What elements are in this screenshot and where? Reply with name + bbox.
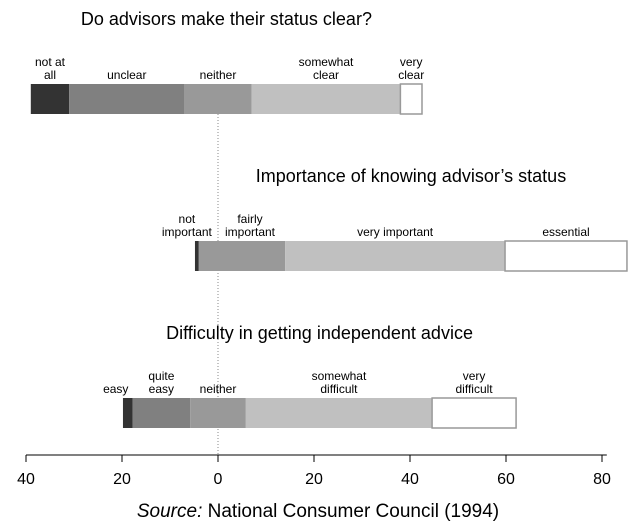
bar-segment (504, 240, 628, 272)
bar-segment (69, 84, 185, 114)
segment-label: neither (200, 68, 237, 82)
segment-label-line: easy (103, 382, 128, 396)
x-tick-label: 80 (593, 471, 611, 488)
bar-segment (251, 84, 401, 114)
segment-label-line: very important (357, 225, 434, 239)
segment-label-line: neither (200, 382, 237, 396)
segment-label-line: easy (149, 382, 174, 396)
segment-label-line: quite (148, 369, 174, 383)
x-tick-label: 20 (305, 471, 323, 488)
segment-label-line: essential (542, 225, 589, 239)
segment-label-line: difficult (456, 382, 494, 396)
segment-label-line: very (463, 369, 486, 383)
segment-label-line: not at (35, 55, 66, 69)
bar-segment (194, 241, 199, 271)
bar-segment (245, 398, 433, 428)
bar-segment (184, 84, 252, 114)
segment-label: very important (357, 225, 434, 239)
segment-label-line: clear (398, 68, 424, 82)
x-tick-label: 40 (401, 471, 419, 488)
bar-segment (30, 84, 70, 114)
segment-label-line: all (44, 68, 56, 82)
segment-label-line: fairly (237, 212, 262, 226)
x-tick-label: 20 (113, 471, 131, 488)
segment-label-line: unclear (107, 68, 146, 82)
segment-label-line: somewhat (299, 55, 354, 69)
segment-label-line: very (400, 55, 423, 69)
bar-segment (190, 398, 246, 428)
segment-label: neither (200, 382, 237, 396)
x-tick-label: 60 (497, 471, 515, 488)
bar-segment (399, 83, 423, 115)
segment-label: unclear (107, 68, 146, 82)
segment-label: somewhat difficult (312, 369, 367, 396)
segment-label-line: neither (200, 68, 237, 82)
bar-title: Importance of knowing advisor’s status (256, 166, 567, 186)
segment-label-line: important (225, 225, 276, 239)
bar-segment (132, 398, 191, 428)
x-tick-label: 0 (214, 471, 223, 488)
bar-segment (198, 241, 286, 271)
source-prefix: Source: (137, 501, 202, 522)
segment-label-line: clear (313, 68, 339, 82)
bar-title: Difficulty in getting independent advice (166, 323, 473, 343)
x-tick-label: 40 (17, 471, 35, 488)
segment-label-line: difficult (320, 382, 358, 396)
segment-label-line: not (179, 212, 196, 226)
bar-segment (122, 398, 133, 428)
segment-label-line: somewhat (312, 369, 367, 383)
segment-label: very difficult (456, 369, 494, 396)
segment-label: quite easy (148, 369, 174, 396)
segment-label: essential (542, 225, 589, 239)
source-text: National Consumer Council (1994) (208, 501, 499, 522)
segment-label: somewhat clear (299, 55, 354, 82)
bar-title: Do advisors make their status clear? (81, 9, 372, 29)
segment-label: easy (103, 382, 128, 396)
segment-label: very clear (398, 55, 424, 82)
segment-label: not at all (35, 55, 66, 82)
segment-label-line: important (162, 225, 213, 239)
source: Source: National Consumer Council (1994) (137, 501, 499, 522)
bar-segment (431, 397, 517, 429)
segment-label: fairly important (225, 212, 276, 239)
segment-label: not important (162, 212, 213, 239)
bar-segment (285, 241, 506, 271)
